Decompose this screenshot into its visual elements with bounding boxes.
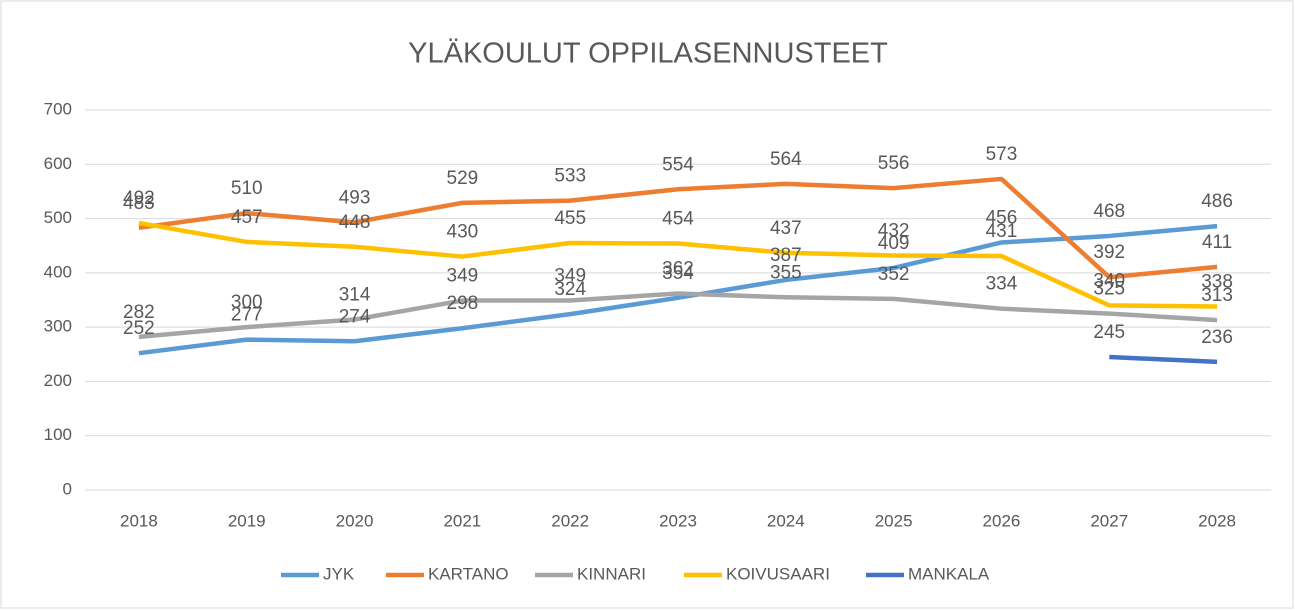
data-label: 324 [554,279,586,300]
data-label: 340 [1093,270,1125,291]
y-tick-label: 500 [44,208,72,227]
data-label: 252 [123,318,155,339]
data-label: 245 [1093,322,1125,343]
data-label: 510 [231,178,263,199]
data-label: 554 [662,154,694,175]
data-label: 313 [1201,285,1233,306]
data-label: 454 [662,209,694,230]
data-label: 236 [1201,327,1233,348]
data-label: 556 [878,153,910,174]
series-line [138,291,1218,340]
data-label: 468 [1093,201,1125,222]
x-tick-label: 2028 [1198,511,1236,530]
data-label: 282 [123,302,155,323]
data-label: 274 [339,306,371,327]
legend-label: KOIVUSAARI [726,564,830,583]
data-label: 409 [878,233,910,254]
data-label: 493 [339,187,371,208]
data-label: 298 [447,293,479,314]
data-label: 349 [554,266,586,287]
data-label: 411 [1202,232,1232,253]
data-label: 448 [339,212,371,233]
data-label: 277 [231,305,263,326]
data-label: 387 [770,245,802,266]
data-label: 456 [986,207,1018,228]
legend-label: JYK [323,564,355,583]
x-tick-label: 2022 [551,511,589,530]
data-label: 325 [1093,279,1125,300]
x-tick-label: 2023 [659,511,697,530]
data-label: 492 [123,188,155,209]
data-label: 529 [447,168,479,189]
x-tick-label: 2019 [228,511,266,530]
data-label: 486 [1201,191,1233,212]
data-label: 573 [986,144,1018,165]
x-tick-label: 2026 [983,511,1021,530]
data-label: 349 [447,266,479,287]
data-label: 564 [770,149,802,170]
data-label: 352 [878,264,910,285]
legend-label: MANKALA [908,564,990,583]
data-label: 334 [986,274,1018,295]
data-label: 392 [1093,242,1125,263]
data-label: 437 [770,218,802,239]
legend-label: KINNARI [577,564,646,583]
x-tick-label: 2020 [336,511,374,530]
y-tick-label: 100 [44,425,72,444]
x-tick-label: 2018 [120,511,158,530]
x-tick-label: 2025 [875,511,913,530]
data-label: 455 [554,208,586,229]
series-line [138,176,1218,280]
legend-label: KARTANO [428,564,509,583]
data-label: 362 [662,259,694,280]
y-tick-label: 600 [44,154,72,173]
data-label: 355 [770,262,802,283]
data-label: 338 [1201,272,1233,293]
y-tick-label: 300 [44,317,72,336]
data-label: 354 [662,263,694,284]
data-label: 430 [447,222,479,243]
series-line [1109,354,1218,365]
x-tick-label: 2021 [443,511,481,530]
y-tick-label: 0 [63,479,72,498]
data-label: 432 [878,221,910,242]
x-tick-label: 2024 [767,511,805,530]
data-label: 300 [231,292,263,313]
data-label: 431 [986,221,1018,242]
series-line [138,220,1218,309]
data-label: 483 [123,193,155,214]
series-line [138,223,1218,356]
data-label: 457 [231,207,263,228]
data-label: 533 [554,166,586,187]
y-tick-label: 700 [44,99,72,118]
y-tick-label: 400 [44,262,72,281]
data-label: 314 [339,285,371,306]
x-tick-label: 2027 [1090,511,1128,530]
chart-title: YLÄKOULUT OPPILASENNUSTEET [408,38,888,70]
y-tick-label: 200 [44,371,72,390]
